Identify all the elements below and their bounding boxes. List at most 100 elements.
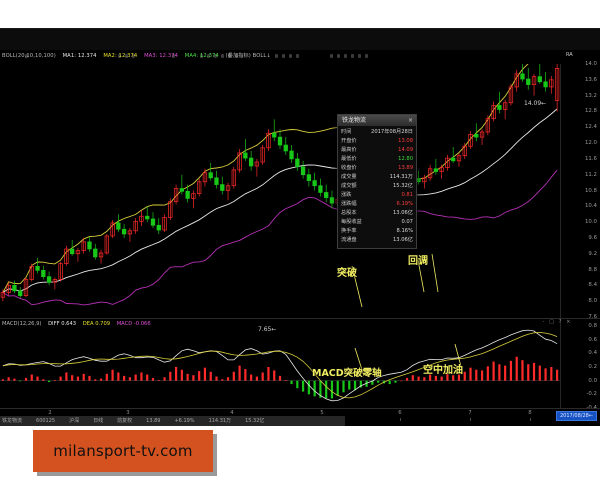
candle[interactable]: [87, 237, 92, 252]
candle[interactable]: [104, 233, 109, 255]
candle[interactable]: [231, 166, 236, 189]
candle[interactable]: [324, 184, 329, 203]
candle[interactable]: [503, 99, 508, 120]
candle[interactable]: [237, 148, 242, 173]
candle[interactable]: [75, 247, 81, 262]
candle[interactable]: [491, 101, 496, 122]
candle[interactable]: [537, 64, 542, 84]
pane-window-controls[interactable]: - □ ? ×: [542, 319, 572, 325]
toolbar-icon[interactable]: [235, 54, 238, 58]
toolbar-icon[interactable]: [25, 54, 28, 58]
toolbar-icon[interactable]: [344, 54, 347, 58]
candle[interactable]: [462, 143, 467, 159]
candle[interactable]: [202, 168, 208, 187]
candle[interactable]: [6, 282, 11, 296]
candle[interactable]: [295, 152, 300, 171]
toolbar-icon[interactable]: [214, 54, 217, 58]
candle[interactable]: [329, 190, 335, 209]
toolbar-icon[interactable]: [132, 54, 135, 58]
candle[interactable]: [18, 286, 23, 299]
candle[interactable]: [479, 129, 485, 146]
candle[interactable]: [318, 178, 323, 197]
candle[interactable]: [514, 69, 519, 92]
toolbar-icon[interactable]: [282, 54, 285, 58]
candle[interactable]: [93, 243, 98, 260]
candle[interactable]: [451, 147, 456, 163]
candle[interactable]: [508, 83, 514, 106]
toolbar-icon[interactable]: [207, 54, 210, 58]
candle[interactable]: [121, 224, 127, 238]
candle[interactable]: [497, 91, 502, 114]
toolbar-icon[interactable]: [118, 54, 121, 58]
candle[interactable]: [243, 139, 248, 161]
candle[interactable]: [116, 214, 121, 233]
candle[interactable]: [526, 67, 531, 90]
candle[interactable]: [277, 129, 283, 149]
candle[interactable]: [422, 174, 427, 189]
candle[interactable]: [41, 265, 46, 280]
candle[interactable]: [300, 160, 306, 179]
candle[interactable]: [427, 164, 433, 181]
candle[interactable]: [289, 145, 294, 163]
candle[interactable]: [127, 228, 133, 242]
candle[interactable]: [52, 277, 57, 290]
toolbar-icon[interactable]: [296, 54, 299, 58]
candle[interactable]: [208, 162, 213, 181]
candle[interactable]: [168, 198, 173, 221]
candle[interactable]: [23, 277, 29, 298]
candle[interactable]: [162, 214, 167, 233]
candle[interactable]: [543, 71, 548, 92]
candle[interactable]: [439, 164, 444, 179]
candle[interactable]: [58, 261, 63, 282]
candle[interactable]: [306, 168, 312, 187]
toolbar-icon[interactable]: [330, 54, 333, 58]
candle[interactable]: [156, 218, 161, 234]
candle[interactable]: [220, 176, 225, 195]
candle[interactable]: [248, 150, 254, 171]
close-icon[interactable]: ×: [407, 117, 413, 124]
candle[interactable]: [283, 137, 288, 155]
quote-popup-titlebar[interactable]: 铁龙物流 ×: [338, 115, 416, 126]
candle[interactable]: [12, 280, 17, 294]
candle[interactable]: [520, 64, 525, 82]
candle[interactable]: [531, 73, 537, 96]
toolbar-icon[interactable]: [200, 54, 203, 58]
candle[interactable]: [254, 158, 260, 177]
candle[interactable]: [445, 154, 450, 171]
overlay-indicator-label[interactable]: (叠加指标) BOLL↓: [225, 53, 271, 59]
quote-detail-popup[interactable]: 铁龙物流 × 时间 2017年08月28日 开盘价 13.08 最高价 14.09 最低价 1…: [337, 114, 417, 249]
terminal-toolbar[interactable]: [0, 28, 600, 50]
candle[interactable]: [214, 170, 219, 189]
candle[interactable]: [139, 210, 144, 227]
candle[interactable]: [110, 220, 115, 238]
candle[interactable]: [474, 123, 479, 142]
candle[interactable]: [150, 212, 156, 229]
macd-indicator-chart[interactable]: [0, 326, 560, 408]
candle[interactable]: [185, 184, 190, 203]
candle[interactable]: [46, 271, 52, 286]
candle[interactable]: [0, 289, 6, 302]
candle[interactable]: [266, 129, 271, 151]
candle[interactable]: [456, 152, 462, 167]
candle[interactable]: [416, 170, 421, 185]
candle[interactable]: [173, 184, 179, 205]
toolbar-icon[interactable]: [228, 54, 231, 58]
candle[interactable]: [81, 237, 86, 254]
selected-date-badge[interactable]: 2017/08/28←: [555, 411, 597, 421]
toolbar-icon[interactable]: [358, 54, 361, 58]
candle[interactable]: [35, 257, 40, 274]
toolbar-icon[interactable]: [365, 54, 368, 58]
candle[interactable]: [549, 75, 554, 94]
toolbar-icon[interactable]: [337, 54, 340, 58]
candle[interactable]: [433, 158, 439, 175]
candle[interactable]: [312, 172, 317, 191]
candle[interactable]: [554, 64, 560, 112]
toolbar-icon[interactable]: [275, 54, 278, 58]
candle[interactable]: [468, 131, 473, 149]
toolbar-icon[interactable]: [221, 54, 224, 58]
price-candlestick-chart[interactable]: [0, 64, 560, 317]
candle[interactable]: [260, 145, 265, 165]
candle[interactable]: [98, 249, 104, 264]
toolbar-icon[interactable]: [172, 54, 175, 58]
candle[interactable]: [197, 178, 202, 197]
